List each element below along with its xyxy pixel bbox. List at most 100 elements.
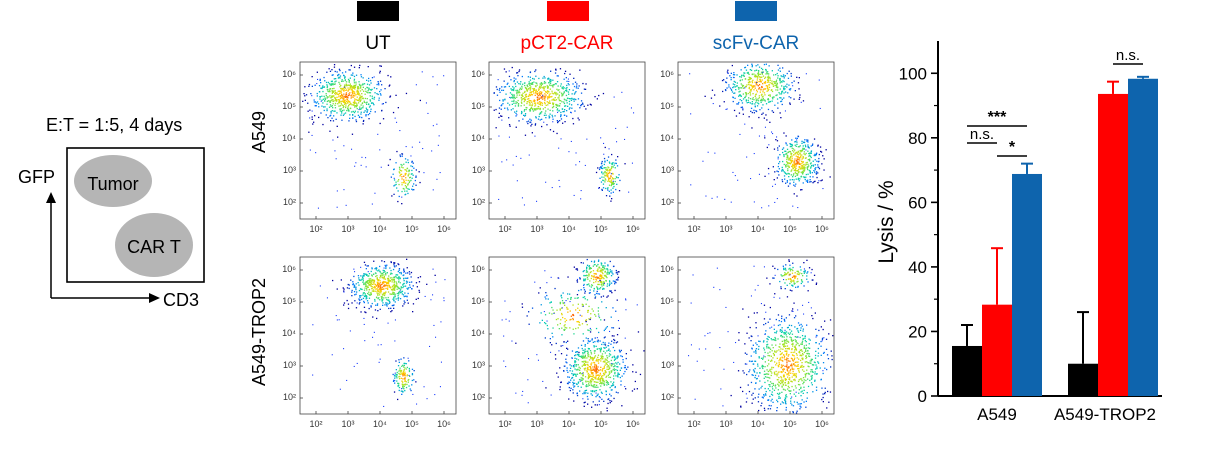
- x-tick-label: 10⁶: [815, 224, 829, 234]
- legend-swatch-scfv: [735, 1, 777, 21]
- x-tick-label: 10⁶: [815, 419, 829, 429]
- x-tick-label: 10⁴: [751, 419, 765, 429]
- flow-plot-frame: [488, 256, 646, 415]
- significance-label: *: [1009, 139, 1016, 156]
- y-tick-label: 10³: [283, 165, 296, 175]
- x-tick-label: 10⁵: [783, 419, 797, 429]
- x-tick-label: 10³: [341, 224, 354, 234]
- tumor-population: [74, 155, 152, 207]
- y-tick-label: 10⁵: [471, 101, 485, 111]
- x-tick-label: 10⁶: [437, 419, 451, 429]
- y-tick-label: 10²: [661, 197, 674, 207]
- y-tick-label: 10⁶: [660, 69, 674, 79]
- x-tick-label: 10⁵: [594, 419, 608, 429]
- x-tick-label: 10²: [309, 419, 322, 429]
- flow-plot-events: [302, 64, 445, 209]
- x-tick-label: 10⁴: [562, 224, 576, 234]
- flow-plot: 10² 10² 10³ 10³ 10⁴ 10⁴ 10⁵ 10⁵ 10⁶ 10⁶: [660, 61, 835, 234]
- bar: [1128, 78, 1158, 396]
- flow-plot: 10² 10² 10³ 10³ 10⁴ 10⁴ 10⁵ 10⁵ 10⁶ 10⁶: [282, 61, 457, 234]
- y-tick-label: 10³: [661, 165, 674, 175]
- y-tick-label: 10⁴: [660, 328, 674, 338]
- x-tick-label: 10²: [687, 224, 700, 234]
- cd3-arrowhead: [149, 293, 160, 303]
- car-t-population: [115, 213, 193, 277]
- x-tick-label: 10⁶: [626, 224, 640, 234]
- column-label-scfv: scFv-CAR: [713, 33, 800, 54]
- column-label-ut: UT: [365, 33, 391, 54]
- y-tick-label: 10⁴: [282, 328, 296, 338]
- x-tick-label: 10⁶: [626, 419, 640, 429]
- x-tick-label: 10³: [719, 419, 732, 429]
- flow-plot-frame: [677, 256, 835, 415]
- flow-plot-grid: 10²10²10³10³10⁴10⁴10⁵10⁵10⁶10⁶10²10²10³1…: [282, 61, 835, 429]
- x-tick-label: 10⁵: [783, 224, 797, 234]
- flow-plot-events: [493, 66, 635, 206]
- y-tick-label: 10⁶: [282, 264, 296, 274]
- significance-label: ***: [988, 109, 1007, 126]
- significance-label: n.s.: [970, 126, 994, 143]
- y-tick-label: 10⁴: [471, 328, 485, 338]
- x-tick-label: 10⁵: [594, 224, 608, 234]
- y-tick-label: 10⁵: [660, 101, 674, 111]
- y-tick-label: 10⁴: [660, 133, 674, 143]
- y-tick-label: 100: [899, 64, 927, 83]
- gfp-arrowhead: [46, 192, 56, 203]
- bar: [982, 304, 1012, 396]
- x-tick-label: 10³: [719, 224, 732, 234]
- y-tick-label: 10⁶: [660, 264, 674, 274]
- flow-plot-events: [501, 258, 645, 412]
- flow-plot-events: [312, 258, 446, 407]
- y-tick-label: 10⁶: [471, 69, 485, 79]
- x-tick-label: 10⁴: [751, 224, 765, 234]
- y-tick-label: 10⁶: [471, 264, 485, 274]
- tumor-label: Tumor: [87, 174, 138, 194]
- bar: [1098, 93, 1128, 396]
- x-tick-label: 10³: [530, 224, 543, 234]
- x-tick-label: 10⁴: [562, 419, 576, 429]
- y-tick-label: 10²: [472, 392, 485, 402]
- flow-plot: 10² 10² 10³ 10³ 10⁴ 10⁴ 10⁵ 10⁵ 10⁶ 10⁶: [471, 256, 646, 429]
- y-tick-label: 10⁵: [471, 296, 485, 306]
- flow-plot-frame: [677, 61, 835, 220]
- x-category-label-a549: A549: [977, 405, 1017, 424]
- y-tick-label: 10²: [661, 392, 674, 402]
- significance-label: n.s.: [1116, 47, 1140, 64]
- flow-plot: 10² 10² 10³ 10³ 10⁴ 10⁴ 10⁵ 10⁵ 10⁶ 10⁶: [471, 61, 646, 234]
- y-tick-label: 60: [908, 193, 927, 212]
- y-tick-label: 0: [918, 387, 927, 406]
- y-tick-label: 40: [908, 258, 927, 277]
- flow-plot: 10² 10² 10³ 10³ 10⁴ 10⁴ 10⁵ 10⁵ 10⁶ 10⁶: [282, 256, 457, 429]
- y-tick-label: 10⁵: [282, 101, 296, 111]
- x-tick-label: 10⁵: [405, 224, 419, 234]
- x-tick-label: 10³: [341, 419, 354, 429]
- legend-swatch-pct2: [547, 1, 589, 21]
- x-tick-label: 10⁶: [437, 224, 451, 234]
- x-tick-label: 10³: [530, 419, 543, 429]
- row-label-a549: A549: [249, 111, 269, 153]
- x-tick-label: 10²: [498, 224, 511, 234]
- legend-swatch-ut: [357, 1, 399, 21]
- y-tick-label: 20: [908, 322, 927, 341]
- bar: [1068, 363, 1098, 396]
- y-tick-label: 80: [908, 129, 927, 148]
- y-tick-label: 10³: [472, 360, 485, 370]
- y-axis-label: Lysis / %: [875, 180, 898, 263]
- flow-header: UT pCT2-CAR scFv-CAR A549 A549-TROP2: [249, 1, 799, 386]
- x-tick-label: 10⁵: [405, 419, 419, 429]
- column-label-pct2: pCT2-CAR: [521, 33, 614, 54]
- bar: [1012, 173, 1042, 396]
- lysis-bar-chart: Lysis / % A549 A549-TROP2 0 20 40 60 80 100 **…: [875, 41, 1162, 424]
- x-tick-label: 10⁴: [373, 419, 387, 429]
- cd3-label: CD3: [163, 290, 199, 310]
- y-tick-label: 10³: [661, 360, 674, 370]
- y-tick-label: 10⁶: [282, 69, 296, 79]
- condition-label: E:T = 1:5, 4 days: [46, 115, 182, 135]
- y-tick-label: 10³: [472, 165, 485, 175]
- x-tick-label: 10²: [498, 419, 511, 429]
- bar: [952, 345, 982, 396]
- y-tick-label: 10²: [472, 197, 485, 207]
- row-label-a549-trop2: A549-TROP2: [249, 278, 269, 386]
- y-tick-label: 10²: [283, 197, 296, 207]
- y-tick-label: 10²: [283, 392, 296, 402]
